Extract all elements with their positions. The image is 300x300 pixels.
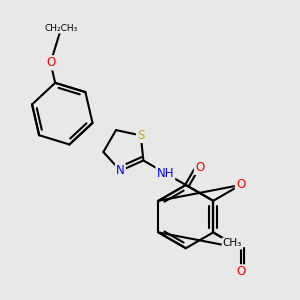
Text: S: S — [137, 129, 144, 142]
Text: O: O — [236, 266, 245, 278]
Text: NH: NH — [157, 167, 174, 180]
Text: O: O — [195, 161, 204, 174]
Text: O: O — [236, 178, 245, 191]
Text: N: N — [116, 164, 125, 177]
Text: O: O — [46, 56, 55, 69]
Text: CH₃: CH₃ — [223, 238, 242, 248]
Text: CH₂CH₃: CH₂CH₃ — [45, 24, 78, 33]
